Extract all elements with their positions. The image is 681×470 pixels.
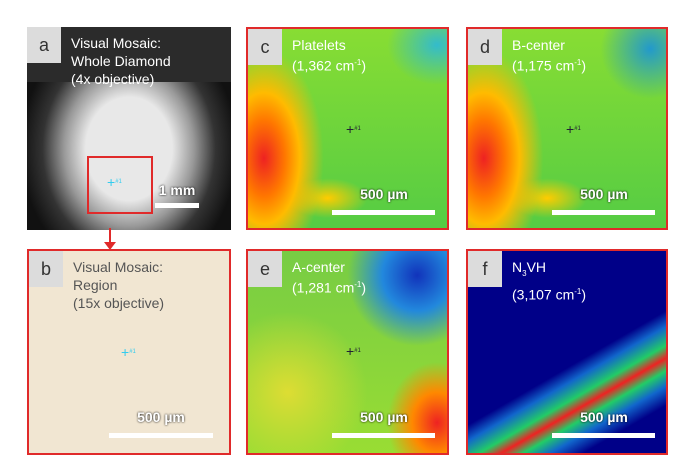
text: #1	[354, 348, 361, 354]
panel-f: f N3VH(3,107 cm-1) 500 µm	[466, 249, 668, 455]
caption: Visual Mosaic: Whole Diamond (4x objective…	[71, 34, 171, 88]
scale-label: 500 µm	[552, 409, 656, 425]
caption: N3VH(3,107 cm-1)	[512, 258, 586, 303]
caption: Platelets(1,362 cm-1)	[292, 36, 366, 75]
scale-bar	[552, 210, 655, 215]
text: )	[581, 58, 586, 74]
text: Visual Mosaic:	[71, 35, 161, 51]
text: (4x objective)	[71, 71, 154, 87]
text: VH	[527, 259, 546, 275]
panel-letter: b	[29, 251, 63, 287]
text: )	[581, 286, 586, 302]
scale-label: 500 µm	[332, 409, 436, 425]
caption: Visual Mosaic: Region (15x objective)	[73, 258, 164, 312]
caption: B-center(1,175 cm-1)	[512, 36, 586, 75]
text: (15x objective)	[73, 295, 164, 311]
text: #1	[129, 349, 136, 355]
text: )	[361, 280, 366, 296]
panel-a: a Visual Mosaic: Whole Diamond (4x objecti…	[27, 27, 231, 230]
scale-bar	[552, 433, 655, 438]
panel-c: c Platelets(1,362 cm-1) +#1 500 µm	[246, 27, 449, 230]
text: A-center	[292, 259, 345, 275]
caption: A-center(1,281 cm-1)	[292, 258, 366, 297]
marker: +#1	[121, 345, 136, 359]
text: Platelets	[292, 37, 346, 53]
marker: +#1	[346, 122, 361, 136]
scale-bar	[109, 433, 213, 438]
panel-e: e A-center(1,281 cm-1) +#1 500 µm	[246, 249, 449, 455]
scale-label: 500 µm	[332, 186, 436, 202]
scale-bar	[332, 210, 435, 215]
text: Whole Diamond	[71, 53, 171, 69]
panel-b: b Visual Mosaic: Region (15x objective) +#…	[27, 249, 231, 455]
text: Visual Mosaic:	[73, 259, 163, 275]
scale-bar	[332, 433, 435, 438]
text: #1	[354, 126, 361, 132]
panel-letter: a	[27, 27, 61, 63]
marker: +#1	[346, 344, 361, 358]
figure: a Visual Mosaic: Whole Diamond (4x objecti…	[0, 0, 681, 470]
text: Region	[73, 277, 117, 293]
text: (1,281 cm	[292, 280, 354, 296]
panel-letter: c	[248, 29, 282, 65]
panel-d: d B-center(1,175 cm-1) +#1 500 µm	[466, 27, 668, 230]
scale-label: 500 µm	[109, 409, 213, 425]
marker: +#1	[566, 122, 581, 136]
text: #1	[574, 126, 581, 132]
text: (3,107 cm	[512, 286, 574, 302]
panel-letter: f	[468, 251, 502, 287]
text: N	[512, 259, 522, 275]
text: #1	[115, 179, 122, 185]
text: (1,362 cm	[292, 58, 354, 74]
panel-letter: e	[248, 251, 282, 287]
marker: +#1	[107, 175, 122, 189]
text: B-center	[512, 37, 565, 53]
scale-label: 1 mm	[137, 182, 217, 198]
scale-bar	[155, 203, 199, 208]
panel-letter: d	[468, 29, 502, 65]
text: )	[361, 58, 366, 74]
scale-label: 500 µm	[552, 186, 656, 202]
text: (1,175 cm	[512, 58, 574, 74]
